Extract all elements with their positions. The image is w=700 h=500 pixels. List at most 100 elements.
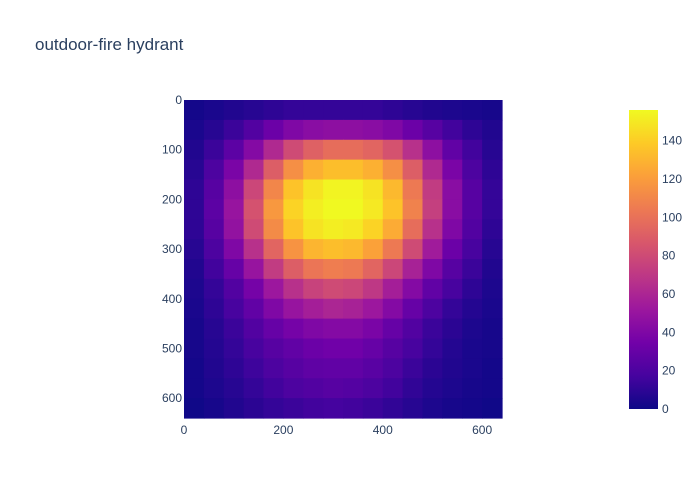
heatmap-cell [402,378,424,399]
heatmap-cell [482,119,503,141]
heatmap-cell [184,259,205,280]
heatmap-cell [263,338,284,359]
heatmap-cell [482,139,503,161]
heatmap-cell [263,298,284,320]
heatmap-cell [184,199,205,220]
heatmap-cell [422,298,443,320]
heatmap-cell [402,318,424,340]
heatmap-cell [323,199,344,220]
heatmap-cell [462,179,483,200]
heatmap-cell [223,278,245,300]
heatmap-cell [323,259,344,280]
heatmap-cell [283,318,304,340]
heatmap-cell [442,338,463,359]
heatmap-cell [323,239,344,260]
heatmap-cell [422,139,443,161]
heatmap-cell [323,398,344,419]
heatmap-cell [442,159,463,181]
heatmap-cell [203,139,225,161]
heatmap-cell [283,259,304,280]
heatmap-cell [203,318,225,340]
heatmap-cell [243,378,265,399]
heatmap-cell [382,139,404,161]
heatmap-cell [382,119,404,141]
heatmap-cell [223,159,245,181]
heatmap-cell [482,219,503,240]
heatmap-cell [203,378,225,399]
heatmap-cell [283,338,304,359]
heatmap-cell [243,159,265,181]
heatmap-cell [243,219,265,240]
heatmap-cell [203,199,225,220]
heatmap-cell [283,398,304,419]
heatmap-cell [462,159,483,181]
heatmap-cell [343,239,364,260]
heatmap-cell [263,398,284,419]
heatmap-cell [362,100,384,121]
heatmap-cell [223,378,245,399]
heatmap-cell [362,358,384,379]
heatmap-cell [362,298,384,320]
heatmap-cell [303,119,324,141]
heatmap-cell [323,139,344,161]
heatmap-cell [462,139,483,161]
heatmap-cell [343,219,364,240]
heatmap-cell [402,398,424,419]
heatmap-cell [223,338,245,359]
heatmap-cell [323,378,344,399]
heatmap-cell [223,199,245,220]
heatmap-cell [184,318,205,340]
heatmap-cell [343,278,364,300]
heatmap-cell [442,100,463,121]
heatmap-cell [442,378,463,399]
colorbar-tick-label: 40 [662,325,676,339]
heatmap-cell [263,259,284,280]
heatmap-cell [263,239,284,260]
y-axis-ticks: 0 100 200 300 400 500 600 [162,93,182,405]
heatmap-cell [482,398,503,419]
heatmap-cell [283,358,304,379]
heatmap-cell [422,398,443,419]
heatmap-cell [263,358,284,379]
heatmap-cell [482,338,503,359]
heatmap-cell [382,239,404,260]
heatmap-cell [303,358,324,379]
heatmap-cell [382,259,404,280]
heatmap-cell [303,219,324,240]
y-tick-label: 500 [162,341,182,355]
heatmap-cell [263,199,284,220]
heatmap-cell [243,398,265,419]
heatmap-cell [323,179,344,200]
heatmap-cell [323,119,344,141]
heatmap-cell [402,298,424,320]
heatmap-cell [203,298,225,320]
heatmap-cell [422,318,443,340]
heatmap-cell [323,159,344,181]
heatmap-cell [343,378,364,399]
heatmap-cell [382,318,404,340]
heatmap-cell [402,139,424,161]
heatmap-cell [442,358,463,379]
heatmap-cell [343,159,364,181]
chart-title: outdoor-fire hydrant [35,35,184,54]
heatmap-cell [343,139,364,161]
heatmap-cell [303,139,324,161]
heatmap-cell [184,398,205,419]
heatmap-cell [442,239,463,260]
heatmap-cell [303,298,324,320]
heatmap-cell [442,298,463,320]
heatmap-cell [402,119,424,141]
colorbar-tick-label: 140 [662,134,682,148]
heatmap-cell [223,139,245,161]
heatmap-cell [323,298,344,320]
heatmap-cell [482,358,503,379]
heatmap-cell [442,119,463,141]
heatmap-cell [462,259,483,280]
heatmap-cell [482,298,503,320]
heatmap-cell [402,179,424,200]
heatmap-cell [442,259,463,280]
heatmap-cell [462,398,483,419]
y-tick-label: 100 [162,143,182,157]
heatmap-cell [303,100,324,121]
heatmap-cell [263,179,284,200]
